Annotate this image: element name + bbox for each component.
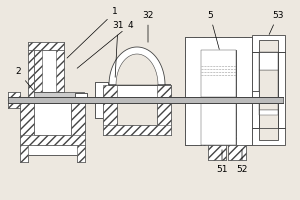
Bar	[252, 52, 259, 128]
Bar	[252, 91, 259, 97]
Polygon shape	[20, 103, 85, 145]
Polygon shape	[95, 103, 103, 118]
Text: 51: 51	[216, 150, 228, 174]
Bar	[236, 103, 252, 145]
Bar	[103, 85, 117, 97]
Bar	[185, 135, 252, 145]
Polygon shape	[28, 43, 45, 97]
Bar	[228, 145, 246, 160]
Text: 52: 52	[236, 150, 248, 174]
Bar	[103, 97, 117, 135]
Polygon shape	[8, 92, 20, 108]
Bar	[75, 93, 87, 103]
Bar	[34, 92, 84, 97]
Bar	[228, 145, 246, 160]
Polygon shape	[185, 37, 252, 97]
Polygon shape	[95, 82, 108, 97]
Polygon shape	[8, 97, 20, 103]
Bar	[28, 42, 64, 50]
Polygon shape	[252, 128, 285, 145]
Polygon shape	[252, 35, 285, 52]
Bar	[157, 85, 171, 97]
Bar	[8, 97, 283, 103]
Bar	[259, 52, 278, 70]
Polygon shape	[28, 43, 45, 97]
Polygon shape	[185, 103, 252, 145]
Bar	[103, 125, 171, 135]
Polygon shape	[95, 82, 108, 97]
Bar	[201, 103, 236, 145]
Bar	[34, 50, 64, 92]
Text: 1: 1	[67, 7, 118, 58]
Polygon shape	[20, 145, 85, 162]
Polygon shape	[95, 103, 103, 118]
Bar	[8, 92, 20, 108]
Polygon shape	[103, 47, 171, 85]
Bar	[208, 145, 226, 160]
Polygon shape	[109, 54, 165, 85]
Bar	[201, 50, 236, 97]
Polygon shape	[20, 103, 85, 145]
Bar	[185, 37, 201, 97]
Bar	[34, 50, 42, 92]
Bar	[252, 91, 259, 97]
Bar	[278, 52, 285, 128]
Polygon shape	[185, 37, 252, 97]
Text: 5: 5	[207, 10, 219, 49]
Bar	[75, 93, 87, 103]
Bar	[20, 103, 34, 145]
Bar	[252, 97, 259, 103]
Text: 32: 32	[142, 10, 154, 42]
Bar	[28, 42, 64, 50]
Bar	[20, 135, 85, 145]
Bar	[157, 97, 171, 135]
Bar	[77, 145, 85, 162]
Bar	[259, 110, 278, 115]
Bar	[103, 85, 171, 97]
Bar	[185, 103, 201, 145]
Text: 53: 53	[269, 10, 284, 34]
Bar	[259, 70, 278, 110]
Bar	[20, 145, 28, 162]
Bar	[252, 97, 259, 103]
Text: 2: 2	[15, 68, 33, 90]
Polygon shape	[103, 97, 171, 135]
Bar	[71, 103, 85, 145]
Text: 4: 4	[77, 21, 133, 68]
Text: 31: 31	[112, 21, 124, 77]
Bar	[185, 37, 252, 50]
Bar	[56, 50, 64, 92]
Polygon shape	[185, 103, 252, 145]
Bar	[236, 37, 252, 97]
Bar	[208, 145, 226, 160]
